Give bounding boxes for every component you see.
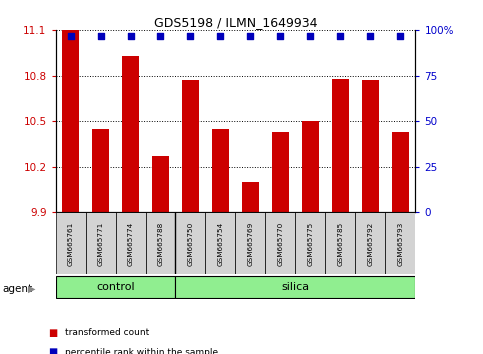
FancyBboxPatch shape <box>205 212 236 274</box>
FancyBboxPatch shape <box>236 212 266 274</box>
Text: agent: agent <box>2 284 32 293</box>
Text: GSM665785: GSM665785 <box>338 221 343 266</box>
Bar <box>242 182 259 212</box>
FancyBboxPatch shape <box>385 212 415 274</box>
Point <box>307 33 314 38</box>
FancyBboxPatch shape <box>266 212 296 274</box>
FancyBboxPatch shape <box>175 275 415 298</box>
Point <box>186 33 194 38</box>
Point <box>156 33 164 38</box>
FancyBboxPatch shape <box>355 212 385 274</box>
Bar <box>182 80 199 212</box>
Text: GSM665770: GSM665770 <box>277 221 284 266</box>
Text: GSM665754: GSM665754 <box>217 221 224 266</box>
Bar <box>392 132 409 212</box>
FancyBboxPatch shape <box>115 212 145 274</box>
Text: control: control <box>96 282 135 292</box>
Bar <box>92 129 109 212</box>
Point <box>337 33 344 38</box>
Text: GSM665761: GSM665761 <box>68 221 73 266</box>
Text: GSM665769: GSM665769 <box>247 221 254 266</box>
Text: GSM665771: GSM665771 <box>98 221 103 266</box>
Point <box>367 33 374 38</box>
Bar <box>212 129 229 212</box>
Point <box>67 33 74 38</box>
FancyBboxPatch shape <box>85 212 115 274</box>
Text: ■: ■ <box>48 347 57 354</box>
Text: GSM665792: GSM665792 <box>368 221 373 266</box>
Bar <box>62 30 79 212</box>
Bar <box>362 80 379 212</box>
Text: GSM665774: GSM665774 <box>128 221 133 266</box>
FancyBboxPatch shape <box>56 212 85 274</box>
FancyBboxPatch shape <box>175 212 205 274</box>
Text: percentile rank within the sample: percentile rank within the sample <box>65 348 218 354</box>
Text: ■: ■ <box>48 328 57 338</box>
Text: GSM665788: GSM665788 <box>157 221 164 266</box>
Bar <box>332 79 349 212</box>
Bar <box>272 132 289 212</box>
Point <box>97 33 104 38</box>
Text: silica: silica <box>282 282 310 292</box>
Point <box>277 33 284 38</box>
Text: GSM665775: GSM665775 <box>307 221 313 266</box>
Bar <box>302 121 319 212</box>
Bar <box>122 56 139 212</box>
Bar <box>152 156 169 212</box>
FancyBboxPatch shape <box>56 275 175 298</box>
Point <box>247 33 255 38</box>
Text: GSM665750: GSM665750 <box>187 221 194 266</box>
Point <box>127 33 134 38</box>
FancyBboxPatch shape <box>145 212 175 274</box>
FancyBboxPatch shape <box>296 212 326 274</box>
Point <box>397 33 404 38</box>
Text: ▶: ▶ <box>28 284 35 293</box>
Point <box>216 33 224 38</box>
Text: transformed count: transformed count <box>65 328 149 337</box>
Text: GSM665793: GSM665793 <box>398 221 403 266</box>
Title: GDS5198 / ILMN_1649934: GDS5198 / ILMN_1649934 <box>154 16 317 29</box>
FancyBboxPatch shape <box>326 212 355 274</box>
